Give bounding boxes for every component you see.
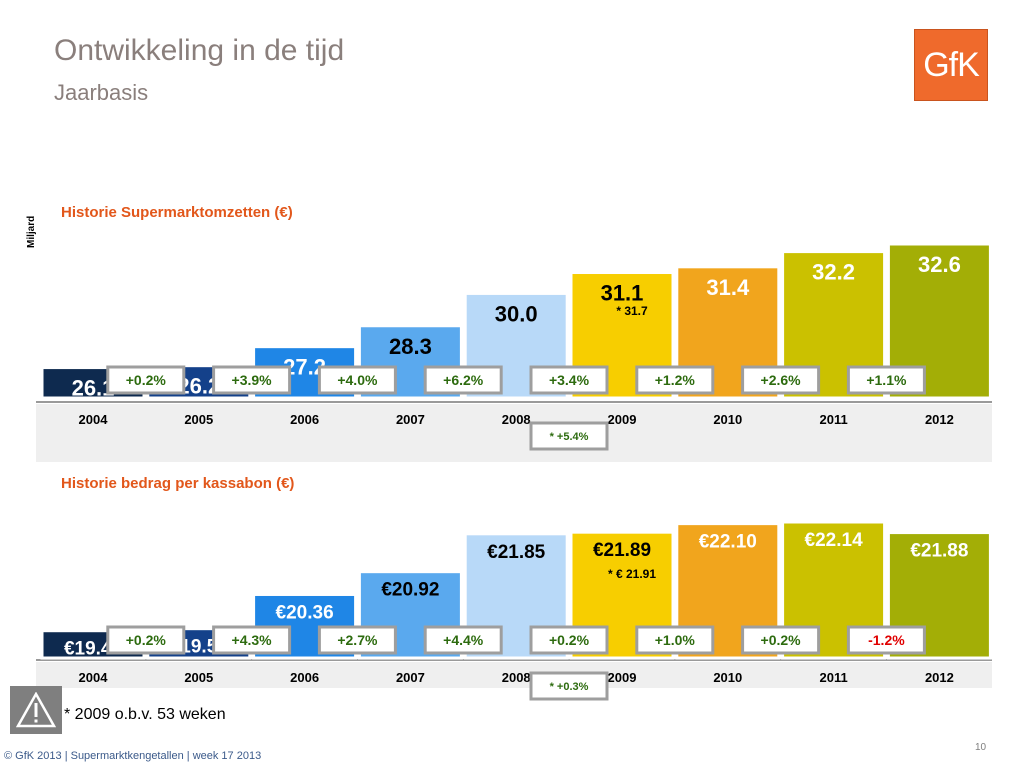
chart1-growth-label-8: +1.1% [866, 372, 907, 388]
chart1-title: Historie Supermarktomzetten (€) [61, 204, 293, 221]
chart1-value-label-2012: 32.6 [918, 252, 961, 277]
chart2-growth-label-1: +0.2% [126, 632, 167, 648]
chart2-growth-box-2 [212, 625, 292, 655]
chart1-growth-box-5 [529, 365, 609, 395]
chart2-growth-label-8: -1.2% [868, 632, 905, 648]
chart2-value-label-2008: €21.85 [487, 542, 546, 563]
chart1-growth-box-1 [106, 365, 186, 395]
chart2-value-label-2010: €22.10 [699, 532, 757, 553]
chart2-tick-2005: 2005 [184, 670, 213, 685]
chart2-growth-label-5: +0.2% [549, 632, 590, 648]
chart1-growth-box-7 [741, 365, 821, 395]
chart2-growth-label-3: +2.7% [337, 632, 378, 648]
chart2-value-label-2007: €20.92 [381, 580, 439, 601]
chart2-tick-2006: 2006 [290, 670, 319, 685]
chart1-growth-label-3: +4.0% [337, 372, 378, 388]
chart2-value-label-2011: €22.14 [805, 530, 864, 551]
chart1-extra-growth-box [529, 421, 609, 451]
chart1-tick-2009: 2009 [608, 412, 637, 427]
gfk-logo: GfK [914, 29, 988, 101]
chart2-extra-growth-label: * +0.3% [550, 681, 589, 693]
chart2-growth-box-1 [106, 625, 186, 655]
chart1-growth-box-6 [635, 365, 715, 395]
chart2-tick-2007: 2007 [396, 670, 425, 685]
chart1-growth-box-8 [846, 365, 926, 395]
chart2-growth-label-7: +0.2% [761, 632, 802, 648]
chart1-growth-label-2: +3.9% [232, 372, 273, 388]
chart1-value-label-2008: 30.0 [495, 301, 538, 326]
footer-text: © GfK 2013 | Supermarktkengetallen | wee… [4, 750, 262, 762]
chart2-tick-2004: 2004 [79, 670, 109, 685]
chart1-growth-label-1: +0.2% [126, 372, 167, 388]
chart2-growth-box-6 [635, 625, 715, 655]
chart2-growth-label-6: +1.0% [655, 632, 696, 648]
logo-text: GfK [923, 45, 980, 84]
chart1-tick-2004: 2004 [79, 412, 109, 427]
chart1-growth-box-4 [423, 365, 503, 395]
chart2-tick-2011: 2011 [819, 670, 847, 685]
chart2-value-label-2009: €21.89 [593, 540, 651, 561]
chart1-value-label-2010: 31.4 [706, 275, 750, 300]
chart2-title: Historie bedrag per kassabon (€) [61, 475, 295, 492]
chart2-growth-box-3 [317, 625, 397, 655]
chart2-axis-band [36, 662, 992, 688]
chart1-growth-box-3 [317, 365, 397, 395]
chart2-growth-box-4 [423, 625, 503, 655]
footnote: * 2009 o.b.v. 53 weken [64, 706, 226, 723]
chart2-value-label-2012: €21.88 [910, 541, 968, 562]
chart2-tick-2009: 2009 [608, 670, 637, 685]
chart2-growth-label-4: +4.4% [443, 632, 484, 648]
page-subtitle: Jaarbasis [54, 80, 149, 105]
chart1-tick-2012: 2012 [925, 412, 954, 427]
chart1-value-label-2007: 28.3 [389, 334, 432, 359]
chart1-tick-2010: 2010 [713, 412, 742, 427]
chart1-axis-band [36, 404, 992, 462]
chart2-growth-box-5 [529, 625, 609, 655]
chart2-value-label-2006: €20.36 [276, 602, 334, 623]
page-number: 10 [975, 742, 987, 753]
chart2-tick-2008: 2008 [502, 670, 531, 685]
warning-icon [10, 686, 62, 734]
chart1-growth-label-5: +3.4% [549, 372, 590, 388]
chart1-value-label-2009: 31.1 [601, 281, 644, 306]
chart1-extra-growth-label: * +5.4% [550, 431, 589, 443]
chart1-annotation: * 31.7 [616, 304, 648, 318]
chart1-value-label-2011: 32.2 [812, 260, 855, 285]
chart1-growth-label-4: +6.2% [443, 372, 484, 388]
chart2-tick-2010: 2010 [713, 670, 742, 685]
chart1-tick-2011: 2011 [819, 412, 847, 427]
chart2-growth-box-8 [846, 625, 926, 655]
chart2-extra-growth-box [529, 671, 609, 701]
chart1-growth-label-6: +1.2% [655, 372, 696, 388]
chart1-growth-box-2 [212, 365, 292, 395]
page-title: Ontwikkeling in de tijd [54, 34, 345, 67]
chart1-growth-label-7: +2.6% [761, 372, 802, 388]
chart2-growth-label-2: +4.3% [232, 632, 273, 648]
chart2-annotation: * € 21.91 [608, 567, 656, 581]
chart1-tick-2005: 2005 [184, 412, 213, 427]
chart1-tick-2007: 2007 [396, 412, 425, 427]
chart1-tick-2008: 2008 [502, 412, 531, 427]
chart2-tick-2012: 2012 [925, 670, 954, 685]
chart1-tick-2006: 2006 [290, 412, 319, 427]
chart2-growth-box-7 [741, 625, 821, 655]
